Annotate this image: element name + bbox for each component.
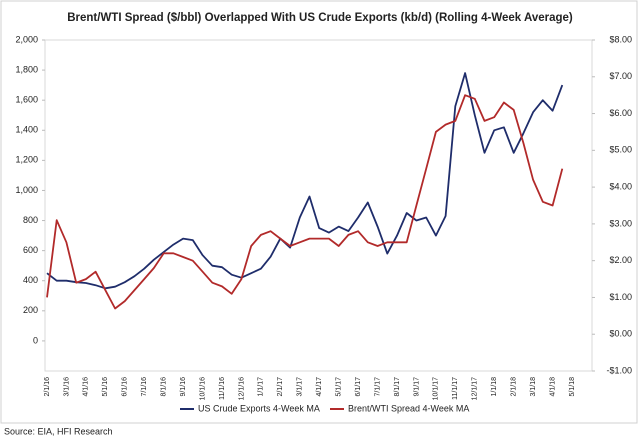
x-tick-label: 10/1/16 [199,377,206,400]
chart-title: Brent/WTI Spread ($/bbl) Overlapped With… [67,12,573,24]
y2-tick-label: -$1.00 [606,365,632,375]
y-tick-label: 1,200 [15,155,38,165]
x-tick-label: 11/1/16 [219,377,226,400]
legend-label: US Crude Exports 4-Week MA [198,403,320,413]
x-tick-label: 4/1/16 [83,377,90,397]
y2-tick-label: $7.00 [609,71,632,81]
x-tick-label: 2/1/16 [44,377,51,397]
y-tick-label: 1,000 [15,185,38,195]
x-tick-label: 5/1/16 [102,377,109,397]
source-note: Source: EIA, HFI Research [4,426,113,436]
x-tick-label: 9/1/17 [413,377,420,397]
x-tick-label: 12/1/16 [238,377,245,400]
y-tick-label: 1,800 [15,64,38,74]
x-tick-label: 8/1/16 [161,377,168,397]
y-tick-label: 600 [23,245,38,255]
plot-area [44,39,593,372]
y2-tick-label: $8.00 [609,34,632,44]
y-tick-label: 2,000 [15,34,38,44]
x-tick-label: 3/1/16 [63,377,70,397]
x-tick-label: 4/1/17 [316,377,323,397]
y-tick-label: 800 [23,215,38,225]
x-tick-label: 7/1/17 [374,377,381,397]
x-tick-label: 10/1/17 [433,377,440,400]
x-tick-label: 5/1/18 [569,377,576,397]
x-tick-label: 8/1/17 [394,377,401,397]
y-tick-label: 1,400 [15,125,38,135]
x-tick-label: 11/1/17 [452,377,459,400]
y2-tick-label: $3.00 [609,218,632,228]
y2-tick-label: $4.00 [609,181,632,191]
y2-tick-label: $0.00 [609,329,632,339]
series-line [46,72,564,290]
x-tick-label: 6/1/16 [122,377,129,397]
x-tick-label: 1/1/18 [491,377,498,397]
x-tick-label: 2/1/18 [511,377,518,397]
y-tick-label: 0 [33,335,38,345]
y2-tick-label: $5.00 [609,145,632,155]
y-tick-label: 1,600 [15,95,38,105]
x-tick-label: 3/1/17 [297,377,304,397]
series-line [46,94,564,310]
x-tick-label: 5/1/17 [336,377,343,397]
x-tick-label: 4/1/18 [549,377,556,397]
x-tick-label: 1/1/17 [258,377,265,397]
x-tick-label: 9/1/16 [180,377,187,397]
x-tick-label: 3/1/18 [530,377,537,397]
x-tick-label: 2/1/17 [277,377,284,397]
legend-label: Brent/WTI Spread 4-Week MA [348,403,469,413]
chart-frame [0,0,638,424]
y-tick-label: 200 [23,305,38,315]
y2-tick-label: $6.00 [609,108,632,118]
y2-tick-label: $2.00 [609,255,632,265]
x-tick-label: 6/1/17 [355,377,362,397]
x-tick-label: 7/1/16 [141,377,148,397]
y2-tick-label: $1.00 [609,292,632,302]
x-tick-label: 12/1/17 [472,377,479,400]
y-tick-label: 400 [23,275,38,285]
